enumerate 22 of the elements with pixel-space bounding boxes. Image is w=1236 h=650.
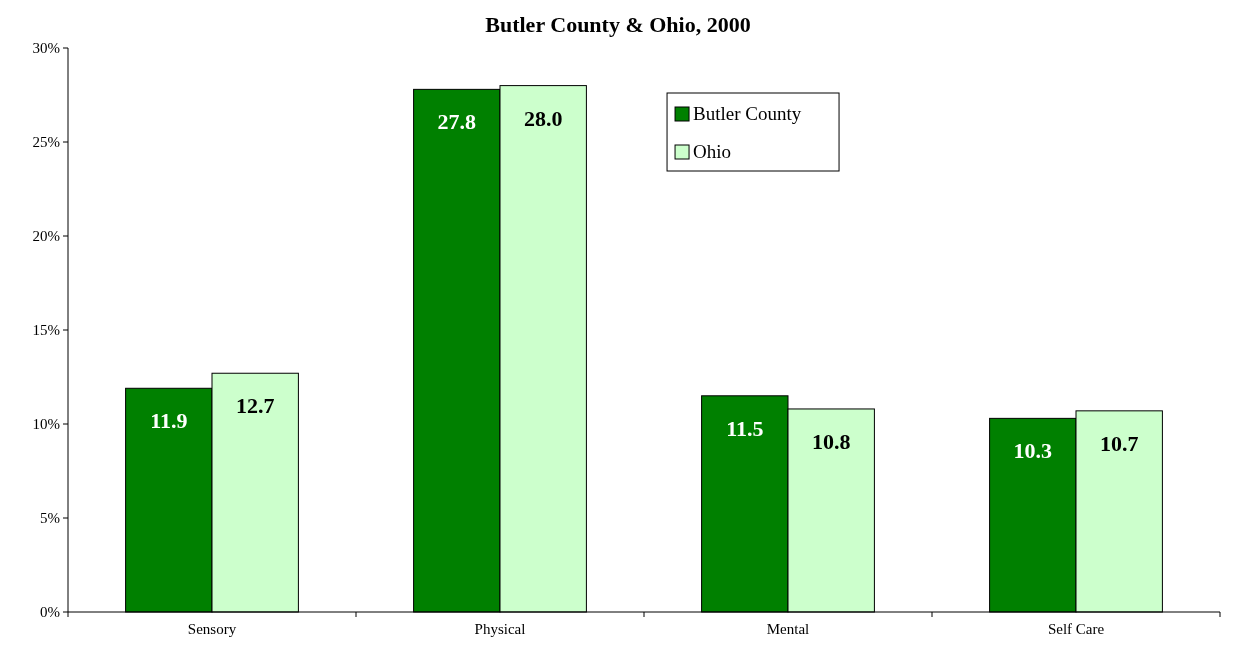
x-tick-label: Mental [766,621,810,637]
x-tick-label: Sensory [187,621,237,637]
y-tick-label: 5% [40,510,60,526]
data-label: 28.0 [523,105,563,131]
legend-label: Ohio [693,141,732,162]
data-label: 11.5 [726,415,764,441]
y-tick-label: 25% [32,134,60,150]
y-tick-label: 10% [32,416,60,432]
data-label: 27.8 [437,109,477,135]
data-label: 10.7 [1099,430,1139,456]
x-tick-label: Physical [474,621,526,637]
y-tick-label: 30% [32,40,60,56]
x-tick-label: Self Care [1047,621,1105,637]
y-tick-label: 0% [40,604,60,620]
data-label: 11.9 [150,408,188,434]
data-label: 10.8 [811,428,851,454]
data-label: 10.3 [1013,438,1053,464]
legend-label: Butler County [693,103,802,124]
y-tick-label: 20% [32,228,60,244]
data-label: 12.7 [235,393,275,419]
y-tick-label: 15% [32,322,60,338]
chart-title: Butler County & Ohio, 2000 [485,12,751,37]
